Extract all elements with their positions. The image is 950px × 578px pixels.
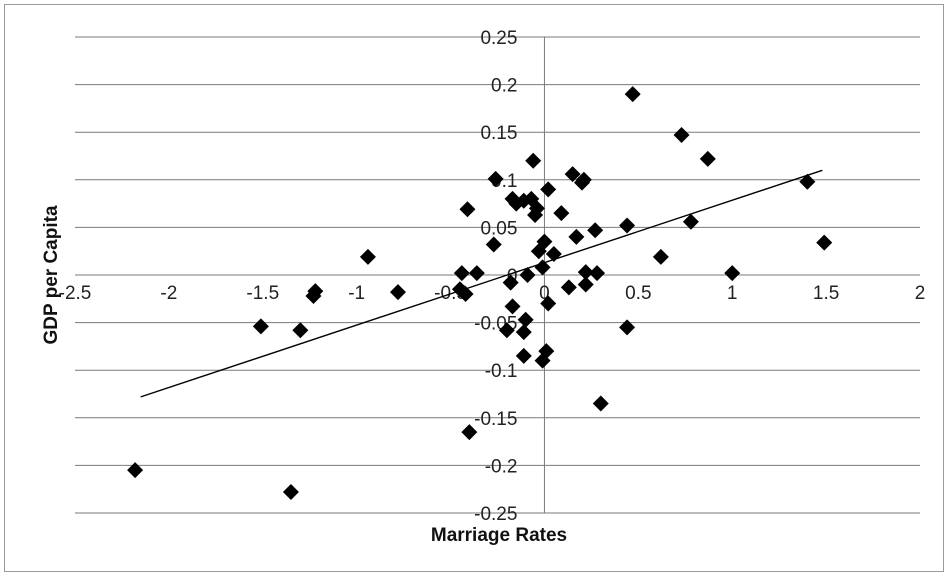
data-point-55 (592, 395, 609, 412)
data-point-28 (652, 248, 669, 265)
data-point-35 (519, 267, 536, 283)
data-point-43 (502, 274, 519, 291)
data-point-40 (389, 284, 406, 301)
data-point-34 (589, 265, 606, 282)
data-point-42 (305, 287, 322, 304)
trendline (140, 169, 823, 398)
data-point-20 (587, 222, 604, 239)
data-point-0 (624, 86, 641, 103)
data-point-48 (292, 322, 309, 339)
data-point-32 (724, 265, 741, 282)
axes (75, 37, 920, 513)
data-point-50 (515, 324, 532, 341)
data-point-58 (282, 484, 299, 501)
y-tick-label-9: 0.2 (491, 76, 517, 97)
data-point-49 (498, 322, 515, 339)
y-tick-label-2: -0.15 (474, 409, 517, 430)
data-point-21 (568, 228, 585, 245)
data-point-36 (577, 276, 594, 293)
data-point-25 (530, 243, 547, 260)
data-point-47 (252, 318, 269, 335)
data-point-8 (799, 173, 816, 190)
data-point-13 (508, 195, 525, 212)
data-point-56 (461, 424, 478, 441)
data-point-24 (485, 236, 502, 253)
data-point-19 (619, 217, 636, 234)
data-point-51 (619, 319, 636, 336)
data-point-31 (468, 265, 485, 282)
data-point-4 (564, 166, 581, 183)
data-point-29 (534, 259, 551, 276)
x-tick-label-0: -2.5 (59, 283, 92, 304)
data-point-45 (504, 298, 521, 315)
data-point-22 (816, 234, 833, 251)
tick-labels: -2.5-2-1.5-1-0.500.511.52-0.25-0.2-0.15-… (59, 28, 926, 525)
data-point-54 (534, 352, 551, 369)
data-point-15 (459, 201, 476, 218)
data-point-26 (545, 246, 562, 263)
data-point-1 (673, 127, 690, 144)
trendline-group (140, 169, 823, 398)
data-point-44 (540, 295, 557, 312)
data-point-46 (517, 311, 534, 328)
data-point-39 (457, 286, 474, 303)
y-tick-label-6: 0.05 (480, 218, 517, 239)
chart-frame: -2.5-2-1.5-1-0.500.511.52-0.25-0.2-0.15-… (4, 4, 944, 572)
scatter-chart: -2.5-2-1.5-1-0.500.511.52-0.25-0.2-0.15-… (41, 28, 926, 546)
data-point-17 (527, 207, 544, 224)
data-point-53 (515, 347, 532, 364)
y-tick-label-0: -0.25 (474, 504, 517, 525)
data-point-30 (453, 265, 470, 282)
x-tick-label-2: -1.5 (246, 283, 279, 304)
x-tick-label-1: -2 (160, 283, 177, 304)
data-point-27 (359, 248, 376, 265)
x-tick-label-5: 0 (539, 283, 550, 304)
data-point-33 (577, 264, 594, 281)
data-point-2 (699, 150, 716, 167)
y-tick-label-8: 0.15 (480, 123, 517, 144)
y-tick-label-10: 0.25 (480, 28, 517, 49)
data-point-3 (525, 152, 542, 169)
x-tick-label-6: 0.5 (625, 283, 651, 304)
x-tick-label-8: 1.5 (813, 283, 839, 304)
data-point-57 (127, 462, 144, 479)
y-tick-label-3: -0.1 (485, 361, 518, 382)
x-axis-title: Marriage Rates (431, 525, 567, 546)
x-tick-label-7: 1 (727, 283, 738, 304)
data-point-18 (682, 213, 699, 230)
data-point-37 (560, 279, 577, 296)
data-point-9 (540, 181, 557, 198)
data-point-16 (553, 205, 570, 222)
data-points (127, 86, 833, 501)
x-tick-label-3: -1 (348, 283, 365, 304)
y-axis-title: GDP per Capita (41, 205, 62, 344)
y-tick-label-1: -0.2 (485, 456, 518, 477)
data-point-7 (487, 170, 504, 187)
data-point-6 (574, 174, 590, 191)
x-tick-label-9: 2 (915, 283, 926, 304)
